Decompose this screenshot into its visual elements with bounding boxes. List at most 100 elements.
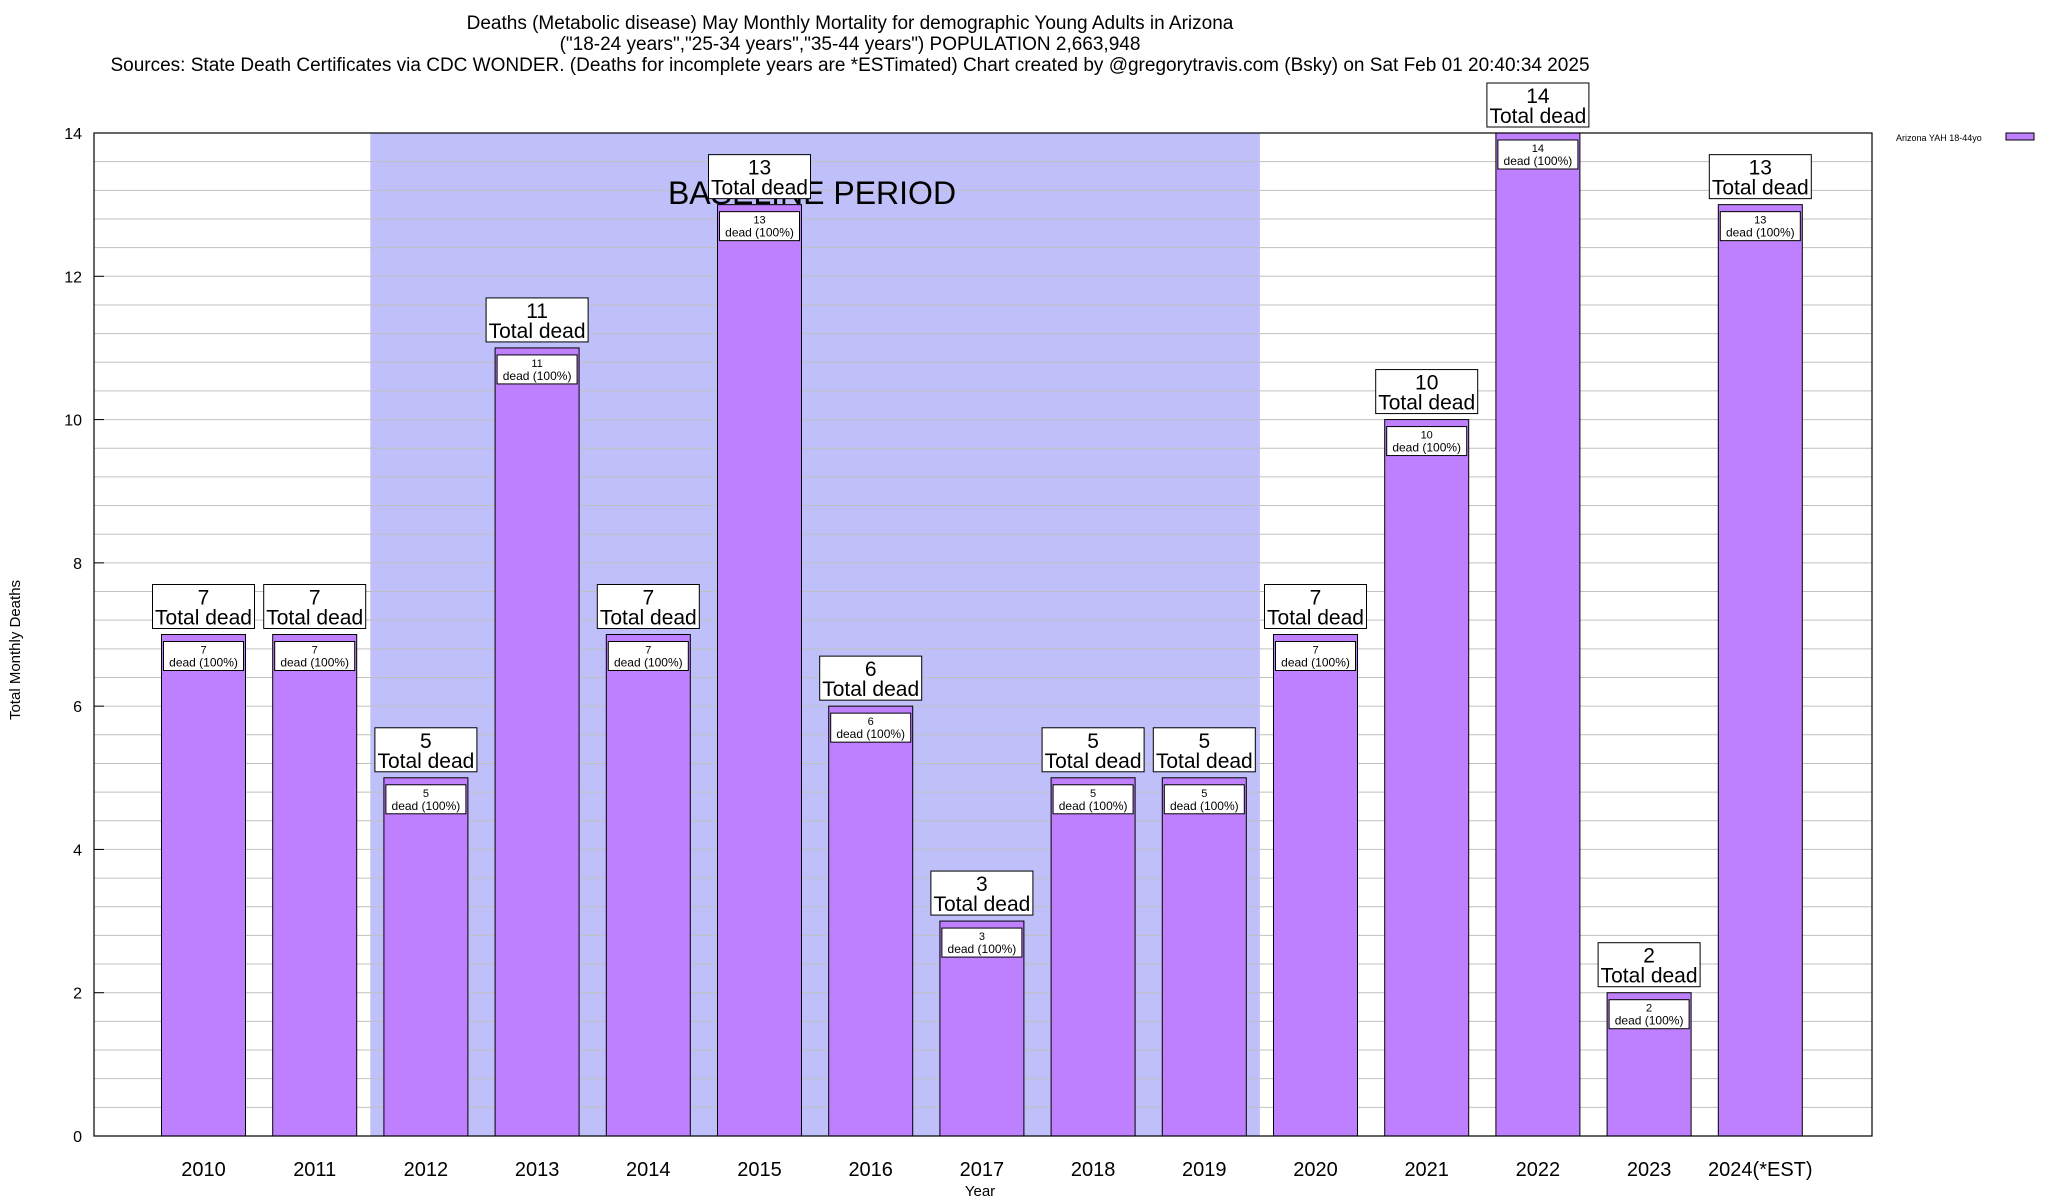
segment-percent-label: dead (100%) (1392, 441, 1461, 455)
total-value-label: 7 (642, 587, 654, 610)
total-value-label: 13 (748, 157, 771, 180)
total-label-box (1041, 727, 1145, 773)
total-label-box (1597, 942, 1701, 988)
total-label-box (374, 727, 478, 773)
total-dead-label: Total dead (711, 177, 808, 200)
x-tick-label: 2012 (404, 1159, 449, 1181)
segment-value-label: 3 (979, 931, 985, 943)
segment-percent-label: dead (100%) (1615, 1014, 1684, 1028)
y-tick-label: 10 (64, 413, 82, 430)
bar-2011 (272, 634, 358, 1137)
segment-percent-label: dead (100%) (503, 369, 572, 383)
total-value-label: 7 (198, 587, 210, 610)
total-label-box (1264, 584, 1367, 629)
bar-2021 (1384, 419, 1470, 1137)
x-tick-label: 2015 (737, 1159, 782, 1181)
bar-2010 (161, 634, 246, 1137)
segment-value-label: 7 (200, 645, 206, 657)
total-label-box (930, 870, 1034, 916)
y-tick-label: 12 (64, 269, 82, 286)
plot-border (93, 132, 1873, 1137)
segment-percent-label: dead (100%) (1059, 799, 1128, 813)
x-tick-label: 2019 (1182, 1159, 1227, 1181)
x-tick-label: 2018 (1071, 1159, 1116, 1181)
segment-value-label: 7 (645, 645, 651, 657)
x-tick-label: 2016 (848, 1159, 893, 1181)
x-tick-label: 2010 (181, 1159, 226, 1181)
total-dead-label: Total dead (377, 750, 474, 773)
segment-percent-label: dead (100%) (614, 656, 683, 670)
segment-label-box (1052, 784, 1134, 815)
legend-swatch (2005, 132, 2035, 141)
bar-2014 (605, 634, 691, 1137)
segment-value-label: 5 (1090, 788, 1096, 800)
legend: Arizona YAH 18-44yo (1896, 132, 2035, 143)
y-tick-label: 6 (73, 699, 82, 716)
bar-2024(*EST) (1717, 204, 1803, 1137)
segment-value-label: 7 (312, 645, 318, 657)
total-label-box (1708, 154, 1812, 200)
segment-percent-label: dead (100%) (1170, 799, 1239, 813)
x-tick-label: 2021 (1404, 1159, 1449, 1181)
segment-percent-label: dead (100%) (280, 656, 349, 670)
x-tick-label: 2017 (960, 1159, 1005, 1181)
segment-percent-label: dead (100%) (392, 799, 461, 813)
segment-percent-label: dead (100%) (169, 656, 238, 670)
chart-title-line-2: ("18-24 years","25-34 years","35-44 year… (559, 34, 1141, 55)
total-value-label: 10 (1415, 372, 1438, 395)
total-dead-label: Total dead (600, 607, 697, 630)
total-dead-label: Total dead (155, 607, 252, 630)
segment-label-box (607, 641, 689, 671)
y-tick-label: 0 (73, 1129, 82, 1146)
bar-2019 (1161, 777, 1247, 1137)
x-tick-label: 2011 (293, 1159, 336, 1181)
total-value-label: 3 (976, 873, 988, 896)
y-axis-title: Total Monthly Deaths (7, 580, 24, 720)
total-value-label: 14 (1526, 85, 1550, 108)
y-axis-ticks: 0 2 4 6 8 10 12 14 (64, 126, 104, 1146)
chart-title-line-1: Deaths (Metabolic disease) May Monthly M… (466, 13, 1234, 34)
segment-label-box (1386, 426, 1468, 457)
segment-value-label: 13 (753, 215, 765, 227)
total-value-label: 5 (420, 730, 432, 753)
segment-value-label: 5 (423, 788, 429, 800)
total-label-box (263, 584, 367, 629)
segment-label-box (274, 641, 356, 671)
total-dead-label: Total dead (1045, 750, 1142, 773)
segment-label-box (496, 354, 578, 385)
total-label-box (819, 655, 923, 701)
total-dead-label: Total dead (1378, 392, 1475, 415)
segment-label-box (1719, 211, 1801, 242)
total-value-label: 5 (1198, 730, 1210, 753)
total-label-box (1375, 369, 1479, 415)
segment-value-label: 5 (1201, 788, 1207, 800)
segment-percent-label: dead (100%) (725, 226, 794, 240)
total-dead-label: Total dead (489, 320, 586, 343)
x-tick-label: 2014 (626, 1159, 671, 1181)
total-dead-label: Total dead (1601, 965, 1698, 988)
segment-label-box (1608, 999, 1690, 1030)
segment-value-label: 6 (868, 716, 874, 728)
total-value-label: 6 (865, 658, 877, 681)
segment-label-box (385, 784, 467, 815)
segment-value-label: 14 (1532, 143, 1544, 155)
bar-2018 (1050, 777, 1136, 1137)
segment-percent-label: dead (100%) (1504, 154, 1573, 168)
segment-value-label: 13 (1754, 215, 1766, 227)
segment-percent-label: dead (100%) (948, 942, 1017, 956)
total-value-label: 7 (1310, 587, 1322, 610)
segment-percent-label: dead (100%) (1281, 656, 1350, 670)
x-tick-label: 2023 (1627, 1159, 1672, 1181)
total-label-box (596, 584, 700, 629)
total-dead-label: Total dead (1712, 177, 1809, 200)
segment-value-label: 11 (531, 358, 542, 370)
total-label-box (152, 584, 255, 629)
bar-2020 (1273, 634, 1358, 1137)
total-dead-label: Total dead (1489, 105, 1586, 128)
x-axis-title: Year (965, 1183, 995, 1200)
total-value-label: 7 (309, 587, 321, 610)
y-tick-label: 4 (73, 842, 82, 859)
bar-2022 (1495, 132, 1581, 1137)
